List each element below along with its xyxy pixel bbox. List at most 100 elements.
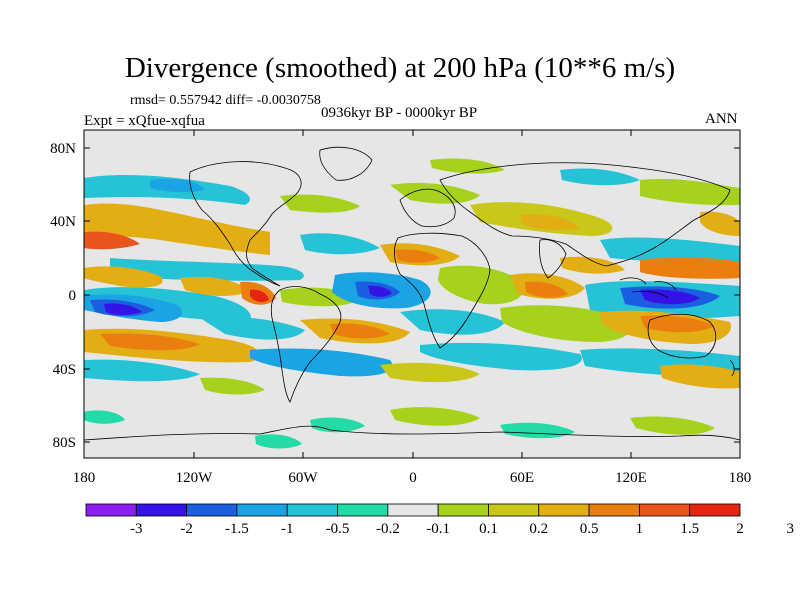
field-region [560, 168, 640, 186]
colorbar-label: 2 [736, 521, 744, 537]
field-region [330, 323, 390, 339]
south-america-coast [270, 286, 342, 403]
colorbar-swatch [337, 503, 389, 517]
field-region [390, 182, 480, 204]
lat-tick-label: 80N [50, 141, 76, 157]
field-region [84, 231, 140, 250]
plot-title: Divergence (smoothed) at 200 hPa (10**6 … [124, 52, 676, 84]
lat-tick-label: 80S [53, 435, 76, 451]
colorbar-swatch [689, 503, 741, 517]
lon-tick-label: 120E [615, 470, 647, 486]
colorbar-swatch [488, 503, 540, 517]
lon-tick-label: 180 [729, 470, 752, 486]
field-region [560, 256, 625, 274]
australia-coast [647, 313, 717, 359]
lon-tick-label: 0 [409, 470, 417, 486]
lon-tick-label: 120W [176, 470, 214, 486]
colorbar-label: -0.5 [326, 521, 350, 537]
antarctica-coast [84, 425, 740, 441]
field-region [200, 316, 305, 340]
field-region [430, 158, 505, 174]
field-region [180, 276, 250, 296]
field-region [395, 249, 440, 263]
field-region [368, 285, 392, 297]
field-region [250, 289, 269, 303]
field-region [640, 289, 700, 305]
field-region [255, 434, 302, 449]
field-region [640, 257, 740, 279]
colorbar-label: -2 [180, 521, 193, 537]
field-region [84, 359, 200, 382]
field-region [280, 194, 360, 213]
north-america-coast [189, 161, 302, 287]
colorbar-label: -1 [281, 521, 294, 537]
lat-tick-label: 40S [53, 362, 76, 378]
indonesia-coast [619, 277, 677, 299]
field-region [84, 266, 163, 288]
colorbar-label: 1.5 [680, 521, 699, 537]
colorbar-swatch [437, 503, 489, 517]
field-region [500, 305, 631, 342]
field-region [640, 315, 715, 333]
colorbar-swatch [286, 503, 338, 517]
colorbar-swatch [186, 503, 238, 517]
field-region [300, 233, 380, 255]
colorbar-swatch [638, 503, 691, 517]
period-label: 0936kyr BP - 0000kyr BP [321, 105, 478, 121]
europe-coast [399, 188, 456, 228]
field-region [520, 214, 580, 231]
experiment-label: Expt = xQfue-xqfua [84, 113, 205, 129]
asia-coast [439, 162, 731, 267]
colorbar-swatch [387, 503, 439, 517]
field-region [700, 211, 740, 236]
field-region [250, 348, 393, 377]
lon-tick-label: 180 [73, 470, 96, 486]
map-frame [83, 129, 741, 459]
field-region [390, 407, 480, 426]
divergence-field [84, 158, 740, 449]
field-region [200, 377, 265, 395]
colorbar-swatch [538, 503, 590, 517]
field-region [525, 281, 568, 298]
coastlines [84, 146, 740, 441]
field-region [380, 362, 480, 383]
field-region [104, 303, 142, 315]
colorbar-label: 0.5 [580, 521, 599, 537]
colorbar-swatch [588, 503, 640, 517]
colorbar-label: -3 [130, 521, 143, 537]
field-region [660, 364, 740, 389]
lon-tick-label: 60W [288, 470, 318, 486]
field-region [310, 417, 365, 433]
colorbar-swatch [85, 503, 137, 517]
lat-tick-label: 40N [50, 214, 76, 230]
colorbar-swatch [236, 503, 288, 517]
axis-ticks [83, 130, 741, 458]
axis-tick-labels: 180 120W 60W 0 60E 120E 180 80N 40N 0 40S 80S [50, 141, 751, 486]
colorbar-label: 0.1 [479, 521, 498, 537]
colorbar-label: -0.2 [376, 521, 400, 537]
field-region [84, 410, 125, 424]
colorbar: -3 -2 -1.5 -1 -0.5 -0.2 -0.1 0.1 0.2 0.5 1 1.5 2 3 [85, 503, 795, 537]
field-region [420, 342, 582, 371]
colorbar-label: -0.1 [426, 521, 450, 537]
field-region [640, 178, 740, 206]
field-region [100, 333, 200, 351]
new-zealand-coast [729, 359, 735, 377]
lon-tick-label: 60E [510, 470, 534, 486]
colorbar-label: 3 [787, 521, 795, 537]
season-label: ANN [705, 111, 738, 127]
lat-tick-label: 0 [69, 288, 77, 304]
africa-coast [394, 232, 491, 349]
colorbar-label: 1 [636, 521, 644, 537]
rmsd-stats: rmsd= 0.557942 diff= -0.0030758 [130, 93, 321, 108]
field-region [110, 258, 304, 281]
field-region [630, 416, 715, 435]
colorbar-label: 0.2 [529, 521, 548, 537]
india-coast [539, 239, 567, 279]
field-region [400, 309, 505, 335]
colorbar-label: -1.5 [225, 521, 249, 537]
field-region [84, 203, 270, 255]
colorbar-swatch [135, 503, 188, 517]
field-region [438, 265, 524, 305]
